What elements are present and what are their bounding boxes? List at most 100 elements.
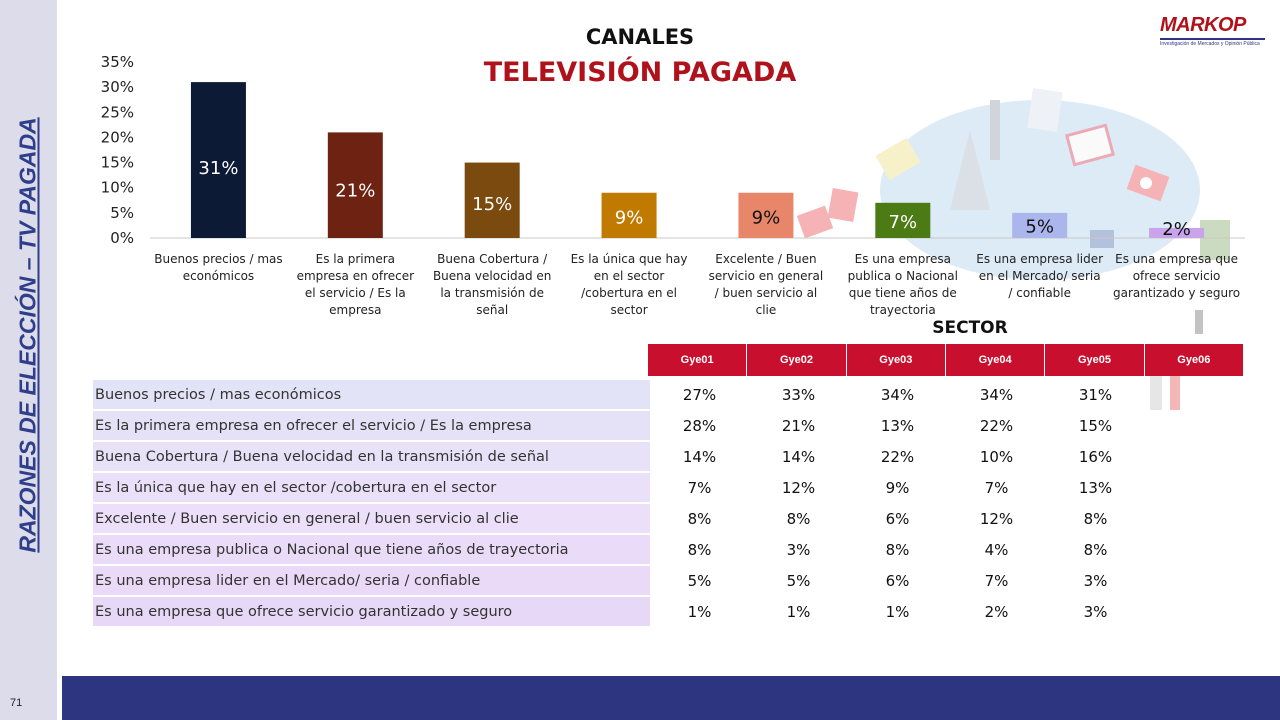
table-cell: 8% xyxy=(1083,540,1108,559)
category-label: Es una empresa que ofrece servicio garanti… xyxy=(1113,252,1240,300)
table-cell: 13% xyxy=(1078,478,1113,497)
table-cell: 3% xyxy=(1083,602,1108,621)
row-label: Buenos precios / mas económicos xyxy=(93,380,650,409)
category-label: Buenos precios / mas económicos xyxy=(154,252,282,283)
decorative-flags-collage xyxy=(796,88,1230,410)
table-cell: 2% xyxy=(984,602,1009,621)
y-tick-label: 0% xyxy=(110,229,134,247)
table-cell: 12% xyxy=(979,509,1014,528)
table-cell: 21% xyxy=(781,416,816,435)
sector-label: SECTOR xyxy=(932,318,1008,338)
table-cell: 8% xyxy=(687,540,712,559)
markop-logo: MARKOP Investigación de Mercados y Opini… xyxy=(1160,14,1268,47)
table-cell: 22% xyxy=(880,447,915,466)
footer-bar xyxy=(62,676,1280,720)
bar xyxy=(464,162,520,238)
y-tick-label: 25% xyxy=(101,103,134,121)
column-header: Gye01 xyxy=(648,344,748,376)
bar-chart: 0% 5% 10% 15% 20% 25% 30% 35% 31% Buenos precios … xyxy=(101,53,1245,317)
table-cell: 5% xyxy=(687,571,712,590)
table-cell: 1% xyxy=(786,602,811,621)
table-cell: 8% xyxy=(687,509,712,528)
table-cell: 27% xyxy=(682,385,717,404)
page-number-box xyxy=(0,676,57,720)
table-row: Es una empresa que ofrece servicio garan… xyxy=(93,596,1244,627)
row-label: Es una empresa publica o Nacional que ti… xyxy=(93,535,650,564)
table-cell: 7% xyxy=(984,478,1009,497)
table-cell: 28% xyxy=(682,416,717,435)
table-cell: 6% xyxy=(885,509,910,528)
logo-text: MARKOP xyxy=(1160,14,1246,36)
table-cell: 12% xyxy=(781,478,816,497)
sector-table: Buenos precios / mas económicos 27% 33% 34%… xyxy=(93,379,1244,627)
y-tick-label: 10% xyxy=(101,179,134,197)
data-label: 2% xyxy=(1162,219,1191,240)
logo-subtitle: Investigación de Mercados y Opinión Públ… xyxy=(1160,41,1260,47)
table-cell: 8% xyxy=(786,509,811,528)
table-cell: 15% xyxy=(1078,416,1113,435)
category-label: Es una empresa lider en el Mercado/ seria… xyxy=(976,252,1103,300)
table-cell: 9% xyxy=(885,478,910,497)
data-label: 7% xyxy=(889,212,918,233)
table-cell: 16% xyxy=(1078,447,1113,466)
data-label: 5% xyxy=(1025,217,1054,238)
bar xyxy=(1012,212,1068,238)
row-label: Es la única que hay en el sector /cobert… xyxy=(93,473,650,502)
row-label: Buena Cobertura / Buena velocidad en la … xyxy=(93,442,650,471)
category-label: Es la única que hay en el sector/cobertur… xyxy=(571,252,688,317)
row-label: Es la primera empresa en ofrecer el serv… xyxy=(93,411,650,440)
column-header: Gye03 xyxy=(846,344,946,376)
table-row: Es una empresa publica o Nacional que ti… xyxy=(93,534,1244,565)
table-cell: 10% xyxy=(979,447,1014,466)
chart-title: CANALES xyxy=(585,25,695,49)
bar xyxy=(190,82,246,238)
category-label: Excelente / Buen servicio en general / bue… xyxy=(709,252,824,317)
y-tick-label: 20% xyxy=(101,128,134,146)
table-cell: 34% xyxy=(880,385,915,404)
table-row: Buenos precios / mas económicos 27% 33% 34%… xyxy=(93,379,1244,410)
table-cell: 14% xyxy=(781,447,816,466)
table-row: Buena Cobertura / Buena velocidad en la … xyxy=(93,441,1244,472)
table-header: Gye01 Gye02 Gye03 Gye04 Gye05 Gye06 xyxy=(648,344,1244,376)
table-cell: 8% xyxy=(885,540,910,559)
category-label: Es una empresa publica o Nacional que tien… xyxy=(848,252,958,317)
page-number: 71 xyxy=(10,697,23,709)
table-cell: 33% xyxy=(781,385,816,404)
bar xyxy=(601,192,657,238)
table-cell: 13% xyxy=(880,416,915,435)
left-sidebar-band xyxy=(0,0,57,720)
bar xyxy=(1149,227,1205,238)
data-label: 21% xyxy=(335,180,375,201)
table-row: Excelente / Buen servicio en general / b… xyxy=(93,503,1244,534)
y-tick-label: 15% xyxy=(101,154,134,172)
column-header: Gye02 xyxy=(747,344,847,376)
row-label: Es una empresa lider en el Mercado/ seri… xyxy=(93,566,650,595)
table-cell: 4% xyxy=(984,540,1009,559)
table-row: Es la única que hay en el sector /cobert… xyxy=(93,472,1244,503)
table-row: Es la primera empresa en ofrecer el serv… xyxy=(93,410,1244,441)
data-label: 31% xyxy=(198,158,238,179)
table-cell: 31% xyxy=(1078,385,1113,404)
bar xyxy=(875,202,931,238)
row-label: Es una empresa que ofrece servicio garan… xyxy=(93,597,650,626)
row-label: Excelente / Buen servicio en general / b… xyxy=(93,504,650,533)
table-row: Es una empresa lider en el Mercado/ seri… xyxy=(93,565,1244,596)
column-header: Gye05 xyxy=(1045,344,1145,376)
table-cell: 14% xyxy=(682,447,717,466)
logo-underline xyxy=(1160,38,1265,40)
table-cell: 6% xyxy=(885,571,910,590)
table-cell: 1% xyxy=(885,602,910,621)
data-label: 15% xyxy=(472,194,512,215)
data-label: 9% xyxy=(615,208,644,229)
category-label: Es la primera empresa en ofrecer el servic… xyxy=(297,252,415,317)
column-header: Gye06 xyxy=(1144,344,1244,376)
column-header: Gye04 xyxy=(945,344,1046,376)
table-cell: 8% xyxy=(1083,509,1108,528)
table-cell: 34% xyxy=(979,385,1014,404)
table-cell: 7% xyxy=(984,571,1009,590)
table-cell: 7% xyxy=(687,478,712,497)
table-cell: 22% xyxy=(979,416,1014,435)
bar xyxy=(738,192,794,238)
y-tick-label: 30% xyxy=(101,78,134,96)
data-label: 9% xyxy=(752,208,781,229)
